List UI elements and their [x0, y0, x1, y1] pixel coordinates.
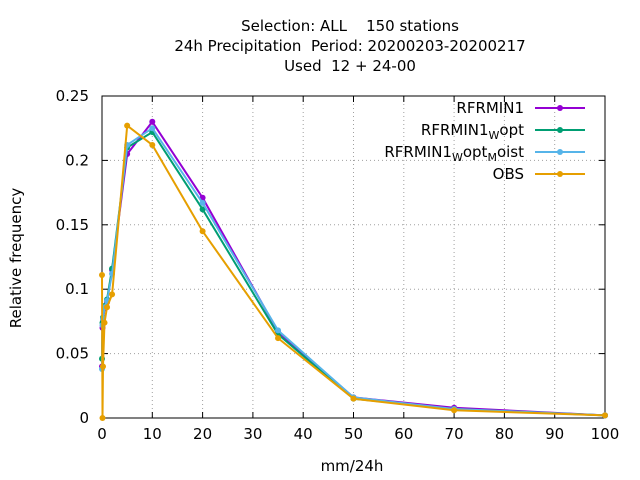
- legend-label: RFRMIN1Wopt: [421, 121, 524, 142]
- data-point: [602, 412, 608, 419]
- y-tick-label: 0: [79, 409, 89, 427]
- y-tick-label: 0.05: [56, 345, 89, 363]
- x-tick-label: 10: [143, 425, 162, 443]
- x-axis-label: mm/24h: [321, 457, 384, 475]
- x-tick-label: 100: [591, 425, 620, 443]
- legend-label: OBS: [493, 165, 524, 183]
- legend-marker: [557, 171, 563, 177]
- data-point: [199, 206, 206, 213]
- data-point: [104, 304, 111, 311]
- series-lines: [99, 118, 608, 421]
- data-point: [275, 327, 282, 334]
- x-tick-label: 60: [394, 425, 413, 443]
- x-tick-label: 50: [344, 425, 363, 443]
- y-tick-label: 0.1: [65, 280, 89, 298]
- chart-title-line-3: Used 12 + 24-00: [284, 57, 416, 75]
- axis-ticks: 0 10 20 30 40 50 60 70 80 90 100 0 0.05 0.1 0.15 0.2 0.2…: [56, 87, 620, 443]
- data-point: [275, 335, 282, 342]
- x-tick-label: 30: [243, 425, 262, 443]
- data-point: [100, 363, 107, 370]
- data-point: [99, 415, 106, 421]
- data-point: [109, 291, 116, 298]
- data-point: [149, 118, 156, 125]
- data-point: [149, 125, 156, 132]
- chart-title-line-2: 24h Precipitation Period: 20200203-20200…: [174, 37, 526, 55]
- y-axis-label: Relative frequency: [7, 188, 25, 329]
- data-point: [149, 141, 156, 148]
- legend-entry: RFRMIN1WoptMoist: [384, 143, 585, 164]
- x-tick-label: 70: [445, 425, 464, 443]
- legend-label: RFRMIN1: [456, 99, 524, 117]
- data-point: [199, 199, 206, 206]
- data-point: [99, 272, 105, 279]
- legend-marker: [557, 127, 563, 133]
- legend-marker: [557, 149, 563, 155]
- x-tick-label: 80: [495, 425, 514, 443]
- chart-title-line-1: Selection: ALL 150 stations: [241, 17, 459, 35]
- data-point: [451, 407, 458, 414]
- series-3: [99, 122, 608, 421]
- legend-entry: OBS: [493, 165, 585, 183]
- grid: [102, 96, 605, 418]
- x-tick-label: 40: [294, 425, 313, 443]
- legend-marker: [557, 105, 563, 111]
- x-tick-label: 90: [545, 425, 564, 443]
- y-tick-label: 0.2: [65, 151, 89, 169]
- data-point: [101, 319, 108, 326]
- data-point: [350, 395, 357, 402]
- y-tick-label: 0.25: [56, 87, 89, 105]
- legend-entry: RFRMIN1Wopt: [421, 121, 585, 142]
- legend-entry: RFRMIN1: [456, 99, 585, 117]
- data-point: [124, 122, 131, 129]
- x-tick-label: 0: [97, 425, 107, 443]
- data-point: [199, 228, 206, 235]
- y-tick-label: 0.15: [56, 216, 89, 234]
- x-tick-label: 20: [193, 425, 212, 443]
- legend-label: RFRMIN1WoptMoist: [384, 143, 524, 164]
